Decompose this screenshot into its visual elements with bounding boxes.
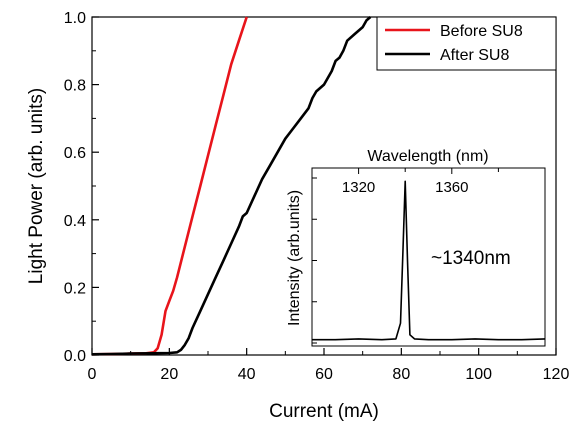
inset-x-axis-label: Wavelength (nm) bbox=[367, 148, 488, 165]
inset-chart: 1320 1360 Wavelength (nm) Intensity (arb.… bbox=[286, 148, 546, 347]
x-tick-label: 100 bbox=[465, 366, 492, 383]
y-tick-label: 0.8 bbox=[64, 78, 86, 95]
y-tick-label: 0.4 bbox=[64, 213, 86, 230]
inset-frame bbox=[311, 167, 546, 347]
inset-x-tick-label: 1320 bbox=[342, 179, 375, 196]
y-tick-label: 1.0 bbox=[64, 10, 86, 27]
legend: Before SU8 After SU8 bbox=[376, 16, 557, 71]
inset-spectrum-line bbox=[312, 180, 546, 341]
y-axis-ticks: 0.0 0.2 0.4 0.6 0.8 1.0 bbox=[64, 10, 99, 365]
x-tick-label: 20 bbox=[160, 366, 178, 383]
legend-box bbox=[376, 16, 557, 71]
peak-annotation: ~1340nm bbox=[431, 248, 511, 269]
x-axis-ticks: 0 20 40 60 80 100 120 bbox=[88, 348, 570, 383]
inset-y-axis-label: Intensity (arb.units) bbox=[286, 190, 303, 326]
y-tick-label: 0.2 bbox=[64, 280, 86, 297]
legend-label-before-su8: Before SU8 bbox=[440, 23, 523, 40]
inset-x-ticks: 1320 1360 bbox=[311, 168, 546, 196]
y-tick-label: 0.0 bbox=[64, 348, 86, 365]
legend-label-after-su8: After SU8 bbox=[440, 47, 509, 64]
x-tick-label: 80 bbox=[392, 366, 410, 383]
x-tick-label: 60 bbox=[315, 366, 333, 383]
x-tick-label: 40 bbox=[238, 366, 256, 383]
x-tick-label: 0 bbox=[88, 366, 97, 383]
inset-x-tick-label: 1360 bbox=[435, 179, 468, 196]
series-line-before-su8 bbox=[91, 16, 248, 356]
x-tick-label: 120 bbox=[543, 366, 570, 383]
y-tick-label: 0.6 bbox=[64, 145, 86, 162]
inset-y-ticks bbox=[312, 177, 317, 344]
x-axis-label: Current (mA) bbox=[269, 401, 379, 422]
y-axis-label: Light Power (arb. units) bbox=[26, 88, 47, 284]
series-line-after-su8 bbox=[91, 16, 372, 356]
